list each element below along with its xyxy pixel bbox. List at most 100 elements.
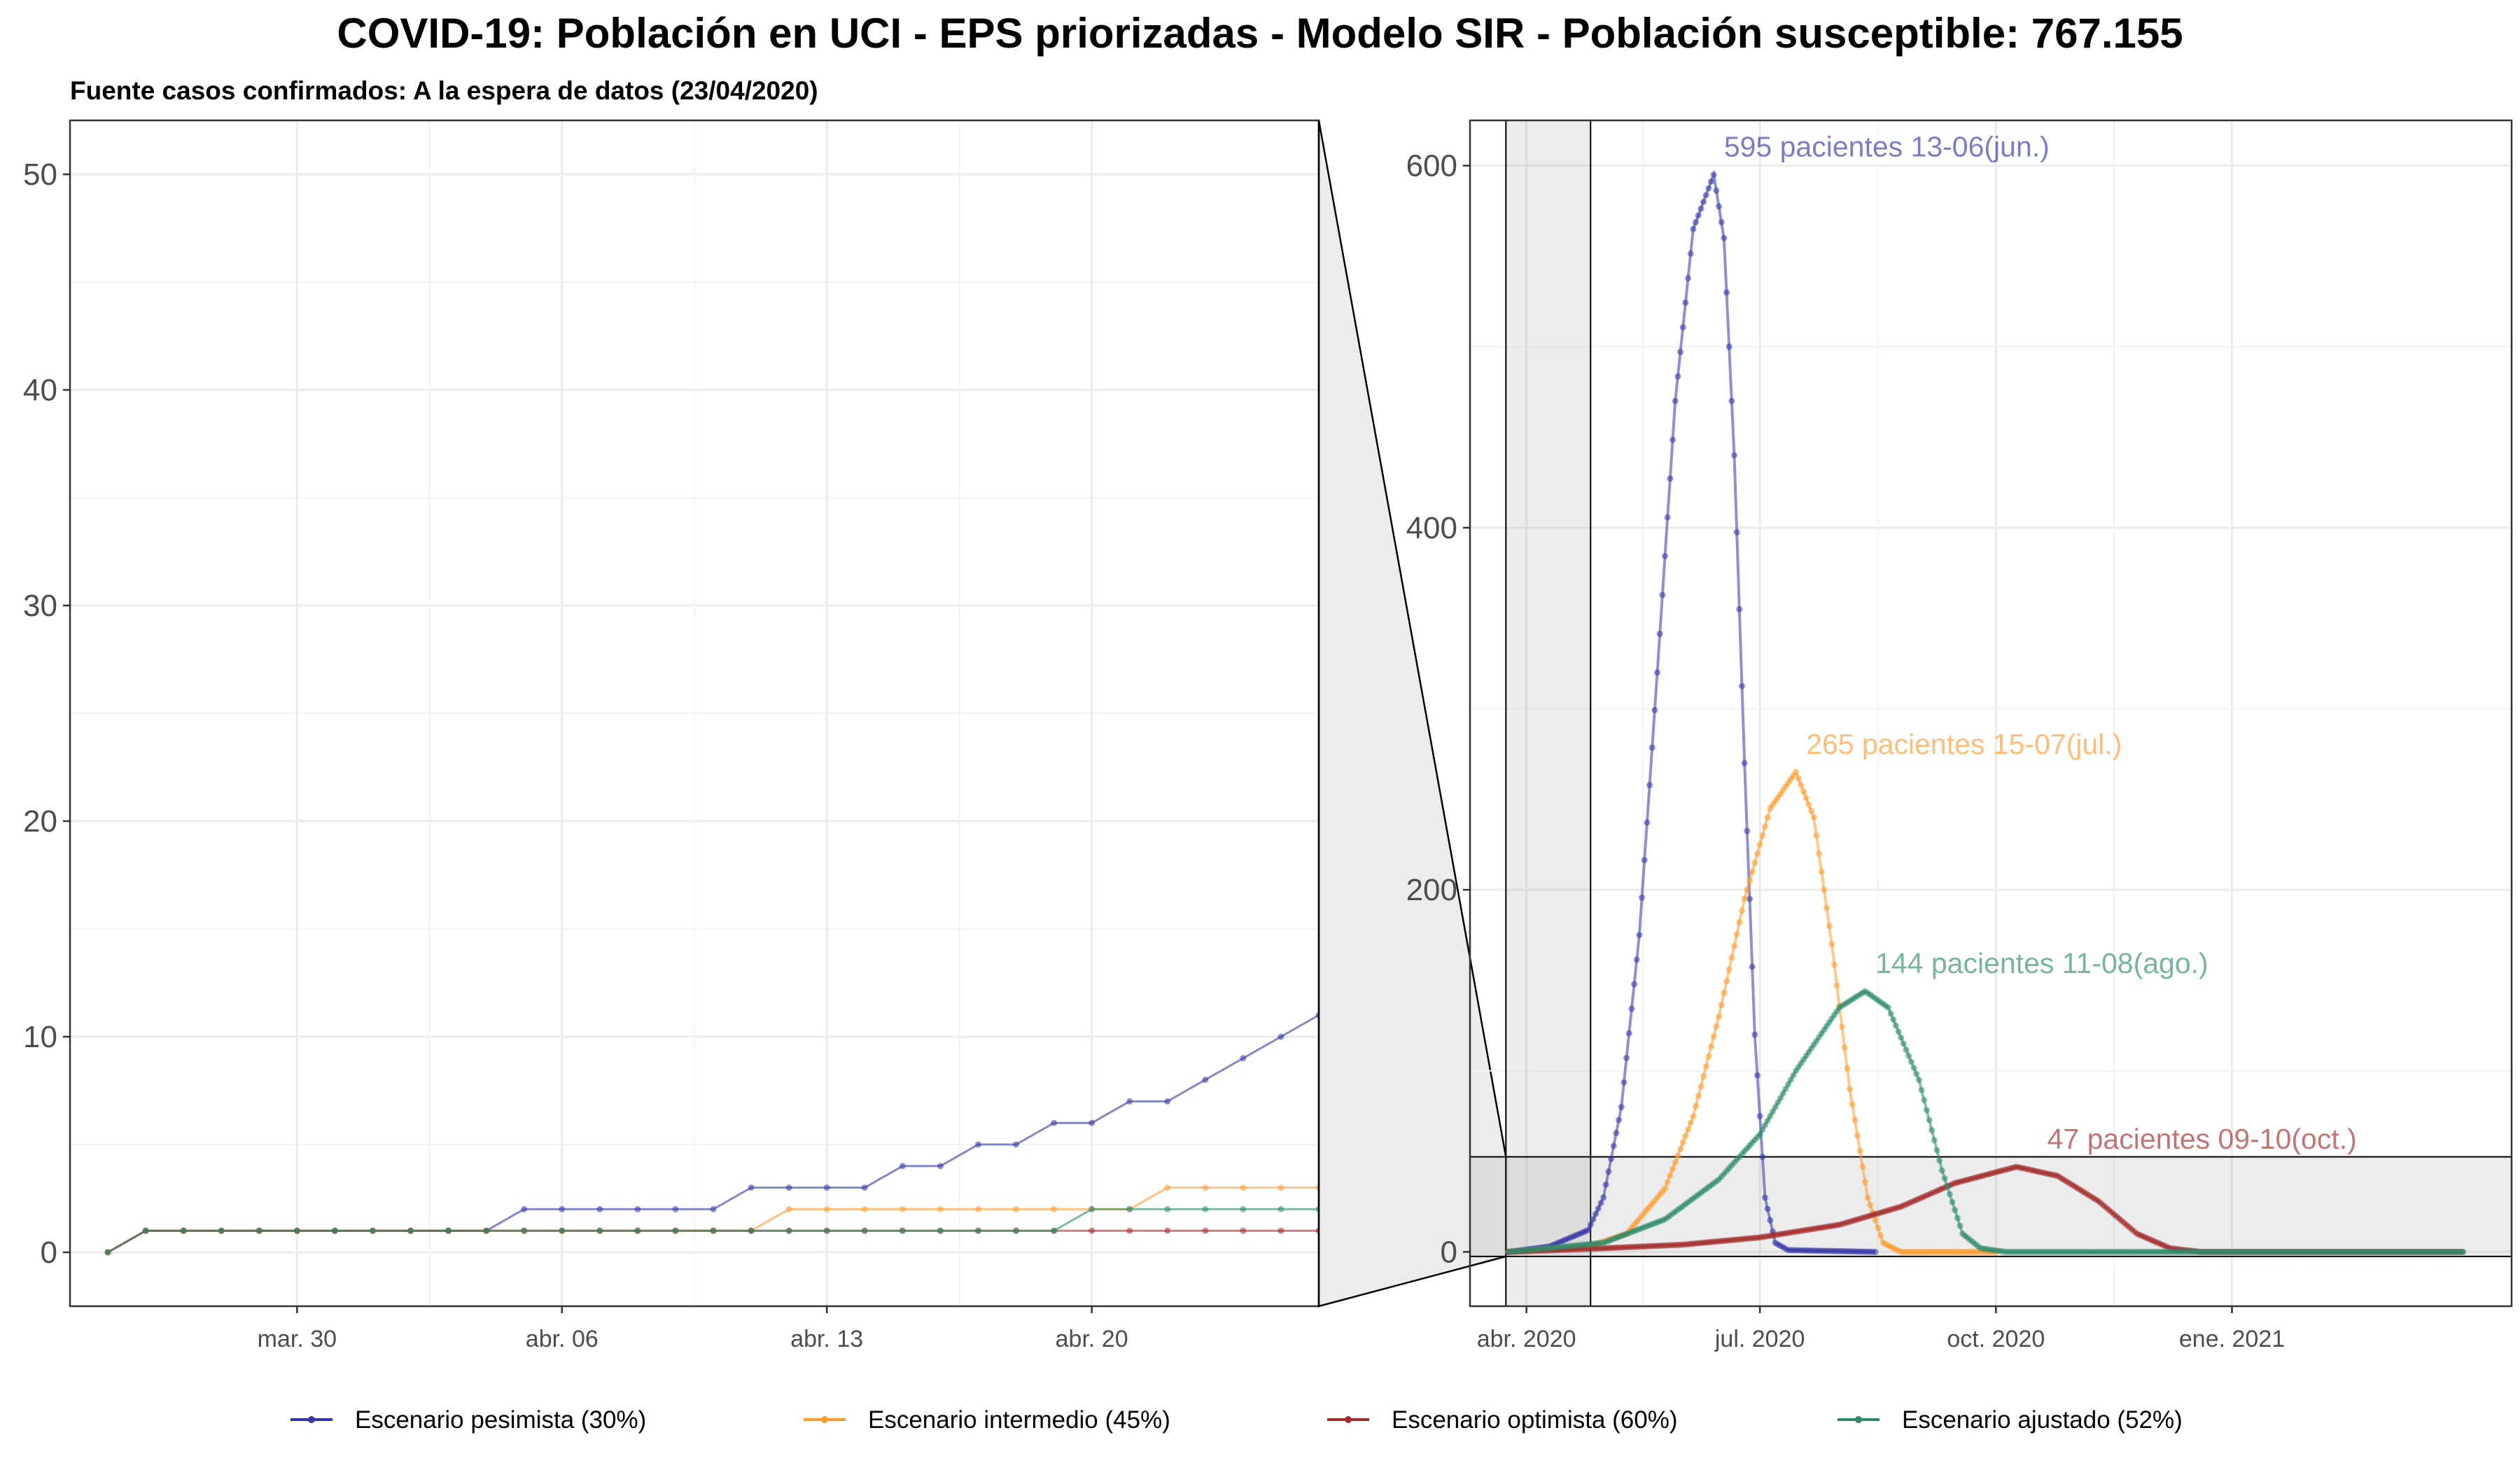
point-pesimista [1051, 1119, 1058, 1126]
point-pesimista [1613, 1129, 1620, 1136]
y-tick-label: 50 [23, 158, 57, 192]
point-ajustado [1890, 1016, 1897, 1023]
chart-title: COVID-19: Población en UCI - EPS prioriz… [337, 10, 2183, 57]
point-pesimista [1872, 1248, 1879, 1255]
point-pesimista [1713, 187, 1720, 194]
annotation-pesimista: 595 pacientes 13-06(jun.) [1724, 131, 2050, 163]
point-ajustado [1905, 1052, 1912, 1059]
point-ajustado [1915, 1077, 1922, 1084]
point-ajustado [1900, 1040, 1907, 1047]
y-tick-label: 30 [23, 589, 57, 623]
y-tick-label: 40 [23, 373, 57, 407]
point-pesimista [1633, 956, 1640, 963]
point-pesimista [1756, 1112, 1763, 1119]
point-pesimista [1698, 205, 1704, 212]
point-intermedio [1818, 868, 1825, 875]
point-intermedio [1838, 1023, 1845, 1030]
point-intermedio [1710, 1033, 1717, 1040]
point-pesimista [634, 1205, 641, 1212]
point-intermedio [1693, 1102, 1700, 1110]
point-pesimista [1648, 744, 1656, 751]
point-intermedio [1872, 1217, 1879, 1224]
point-intermedio [1723, 978, 1730, 985]
legend-item-pesimista: Escenario pesimista (30%) [290, 1406, 646, 1434]
point-ajustado [937, 1227, 944, 1234]
point-ajustado [104, 1249, 111, 1256]
point-intermedio [1736, 919, 1743, 926]
point-ajustado [899, 1227, 906, 1234]
point-ajustado [1903, 1046, 1910, 1054]
x-tick-label: abr. 13 [790, 1326, 863, 1352]
point-pesimista [1590, 1216, 1597, 1223]
legend-key-point [308, 1416, 315, 1423]
point-intermedio [1815, 850, 1822, 857]
point-intermedio [1718, 1001, 1725, 1008]
point-optimista [1164, 1227, 1171, 1234]
point-optimista [1240, 1227, 1247, 1234]
point-ajustado [1954, 1214, 1961, 1222]
point-ajustado [1944, 1183, 1951, 1190]
point-intermedio [1861, 1179, 1868, 1186]
point-ajustado [596, 1227, 603, 1234]
point-pesimista [1126, 1098, 1133, 1105]
point-ajustado [1907, 1058, 1914, 1065]
point-ajustado [1278, 1205, 1284, 1212]
point-pesimista [1659, 592, 1666, 598]
point-pesimista [1695, 212, 1702, 219]
point-intermedio [1764, 814, 1771, 821]
point-pesimista [1677, 349, 1684, 356]
point-intermedio [1682, 1133, 1689, 1140]
legend-item-ajustado: Escenario ajustado (52%) [1837, 1406, 2183, 1434]
point-pesimista [1602, 1181, 1609, 1188]
point-pesimista [1202, 1077, 1209, 1084]
point-pesimista [1690, 225, 1697, 232]
point-ajustado [710, 1227, 717, 1234]
point-ajustado [180, 1227, 187, 1234]
point-pesimista [521, 1205, 528, 1212]
x-tick-label: oct. 2020 [1947, 1326, 2045, 1352]
point-pesimista [1625, 1030, 1632, 1037]
series-line-pesimista [107, 1014, 1319, 1254]
point-pesimista [1693, 218, 1700, 225]
point-pesimista [1667, 475, 1674, 482]
legend: Escenario pesimista (30%) Escenario inter… [290, 1406, 2183, 1434]
annotation-intermedio: 265 pacientes 15-07(jul.) [1806, 728, 2122, 760]
point-intermedio [1744, 886, 1751, 893]
right-panel-full: 595 pacientes 13-06(jun.) 265 pacientes 1… [1406, 119, 2513, 1352]
x-tick-label: abr. 2020 [1477, 1326, 1576, 1352]
point-intermedio [1667, 1172, 1674, 1179]
legend-label: Escenario optimista (60%) [1392, 1406, 1678, 1434]
legend-label: Escenario pesimista (30%) [355, 1406, 646, 1434]
point-pesimista [1597, 1200, 1604, 1207]
point-pesimista [1641, 857, 1648, 864]
point-intermedio [1702, 1063, 1709, 1070]
point-intermedio [1164, 1184, 1171, 1191]
point-intermedio [1864, 1194, 1871, 1201]
point-pesimista [1592, 1210, 1600, 1217]
point-intermedio [1759, 832, 1766, 839]
point-ajustado [1933, 1147, 1940, 1154]
point-pesimista [1751, 1031, 1758, 1038]
point-intermedio [1240, 1184, 1247, 1191]
legend-key-point [1855, 1416, 1862, 1423]
point-intermedio [1698, 1083, 1704, 1090]
point-pesimista [1654, 669, 1661, 676]
point-pesimista [785, 1184, 792, 1191]
point-intermedio [974, 1205, 981, 1212]
point-intermedio [823, 1205, 830, 1212]
point-intermedio [1202, 1184, 1209, 1191]
point-intermedio [1695, 1093, 1702, 1100]
point-intermedio [1738, 907, 1745, 914]
point-intermedio [1751, 859, 1758, 866]
chart-subtitle: Fuente casos confirmados: A la espera de… [70, 76, 818, 105]
point-pesimista [1656, 630, 1663, 637]
series-group [1505, 169, 2466, 1255]
point-ajustado [255, 1227, 262, 1234]
point-ajustado [634, 1227, 641, 1234]
point-intermedio [1810, 814, 1817, 821]
point-pesimista [1631, 981, 1638, 988]
point-intermedio [1844, 1065, 1851, 1072]
x-tick-label: ene. 2021 [2179, 1326, 2285, 1352]
point-pesimista [899, 1163, 906, 1170]
point-ajustado [1952, 1207, 1959, 1214]
